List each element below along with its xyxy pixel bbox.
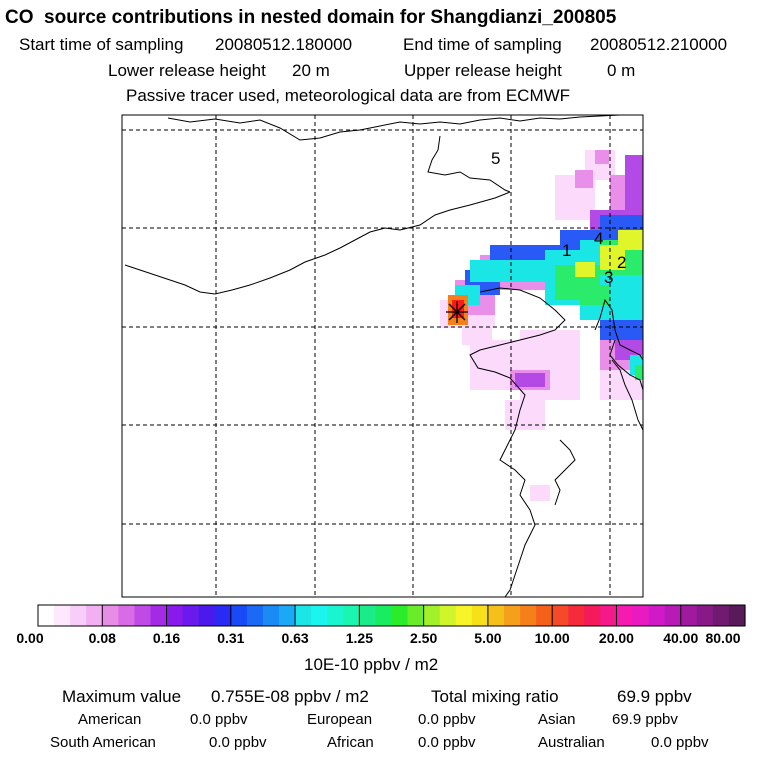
colorbar-tick-label: 0.63 <box>281 630 309 646</box>
plume-yellow <box>575 230 643 277</box>
colorbar-swatch <box>246 605 264 626</box>
region-name-american: American <box>78 711 142 728</box>
colorbar-swatch <box>230 605 248 626</box>
colorbar-swatch <box>423 605 441 626</box>
colorbar-swatch <box>712 605 730 626</box>
colorbar-swatch <box>70 605 87 626</box>
colorbar-swatch <box>600 605 618 626</box>
region-value-australian: 0.0 ppbv <box>651 734 709 751</box>
total-mixing-label: Total mixing ratio <box>431 687 559 706</box>
total-mixing-value: 69.9 ppbv <box>617 687 692 706</box>
colorbar-tick-label: 2.50 <box>410 630 438 646</box>
colorbar-swatch <box>664 605 682 626</box>
colorbar-swatch <box>616 605 634 626</box>
location-label-1: 1 <box>562 241 571 260</box>
region-name-african: African <box>327 734 374 751</box>
receptor-star-marker <box>446 301 468 323</box>
colorbar-tick-label: 1.25 <box>345 630 373 646</box>
region-value-american: 0.0 ppbv <box>190 711 248 728</box>
colorbar-swatch <box>552 605 569 626</box>
colorbar-swatch <box>696 605 714 626</box>
colorbar-swatch <box>455 605 473 626</box>
location-label-2: 2 <box>617 253 626 272</box>
colorbar-swatch <box>407 605 425 626</box>
upper-release-label: Upper release height <box>404 61 562 80</box>
colorbar-swatch <box>375 605 393 626</box>
start-time-label: Start time of sampling <box>19 35 184 54</box>
colorbar-swatch <box>536 605 553 626</box>
colorbar-swatch <box>102 605 119 626</box>
colorbar <box>37 604 746 627</box>
colorbar-unit-label: 10E-10 ppbv / m2 <box>304 655 439 674</box>
colorbar-tick-label: 20.00 <box>598 630 634 646</box>
colorbar-swatch <box>86 605 103 626</box>
end-time-value: 20080512.210000 <box>590 35 728 54</box>
end-time-label: End time of sampling <box>403 35 562 54</box>
region-value-african: 0.0 ppbv <box>418 734 476 751</box>
colorbar-swatch <box>680 605 698 626</box>
colorbar-swatch <box>166 605 184 626</box>
grid-lines <box>122 115 643 597</box>
location-label-5: 5 <box>491 149 500 168</box>
location-label-3: 3 <box>604 268 613 287</box>
colorbar-swatch <box>182 605 200 626</box>
colorbar-swatch <box>487 605 505 626</box>
colorbar-tick-label: 10.00 <box>534 630 570 646</box>
colorbar-swatch <box>38 605 55 626</box>
colorbar-frame <box>37 604 746 627</box>
colorbar-tick-label: 0.31 <box>217 630 245 646</box>
colorbar-swatch <box>150 605 168 626</box>
colorbar-swatch <box>632 605 650 626</box>
colorbar-swatch <box>568 605 585 626</box>
colorbar-swatch <box>728 605 746 626</box>
region-value-european: 0.0 ppbv <box>418 711 476 728</box>
region-name-australian: Australian <box>538 734 605 751</box>
colorbar-swatch <box>584 605 601 626</box>
colorbar-swatch <box>311 605 328 626</box>
region-name-european: European <box>307 711 373 728</box>
colorbar-tick-label: 80.00 <box>705 630 741 646</box>
region-value-asian: 69.9 ppbv <box>612 711 678 728</box>
colorbar-tick-label: 5.00 <box>474 630 502 646</box>
plot-title: CO source contributions in nested domain… <box>5 7 617 28</box>
colorbar-swatch <box>359 605 377 626</box>
location-labels: 1 2 3 4 5 <box>491 149 626 287</box>
colorbar-swatch <box>295 605 312 626</box>
colorbar-swatch <box>648 605 666 626</box>
region-name-south-american: South American <box>50 734 156 751</box>
map-frame <box>121 114 644 598</box>
lower-release-value: 20 m <box>292 61 330 80</box>
concentration-field <box>440 150 643 501</box>
max-value-label: Maximum value <box>62 687 182 706</box>
upper-release-value: 0 m <box>607 61 636 80</box>
colorbar-swatch <box>198 605 216 626</box>
coastlines <box>124 115 643 597</box>
colorbar-swatch <box>118 605 136 626</box>
location-label-4: 4 <box>594 229 603 248</box>
start-time-value: 20080512.180000 <box>215 35 353 54</box>
colorbar-tick-label: 0.00 <box>16 630 44 646</box>
tracer-note: Passive tracer used, meteorological data… <box>126 86 571 105</box>
colorbar-swatch <box>471 605 489 626</box>
colorbar-swatch <box>327 605 344 626</box>
max-value: 0.755E-08 ppbv / m2 <box>211 687 369 706</box>
colorbar-tick-label: 0.08 <box>88 630 116 646</box>
colorbar-tick-label: 40.00 <box>663 630 699 646</box>
colorbar-swatch <box>279 605 296 626</box>
plume-hotspot <box>448 295 468 325</box>
colorbar-swatch <box>520 605 537 626</box>
colorbar-tick-label: 0.16 <box>152 630 181 646</box>
colorbar-swatch <box>503 605 521 626</box>
region-name-asian: Asian <box>538 711 576 728</box>
colorbar-swatch <box>439 605 457 626</box>
colorbar-swatch <box>214 605 232 626</box>
colorbar-swatch <box>343 605 360 626</box>
colorbar-swatch <box>262 605 280 626</box>
region-value-south-american: 0.0 ppbv <box>209 734 267 751</box>
lower-release-label: Lower release height <box>108 61 266 80</box>
colorbar-swatch <box>134 605 152 626</box>
colorbar-swatch <box>54 605 71 626</box>
colorbar-swatch <box>391 605 409 626</box>
